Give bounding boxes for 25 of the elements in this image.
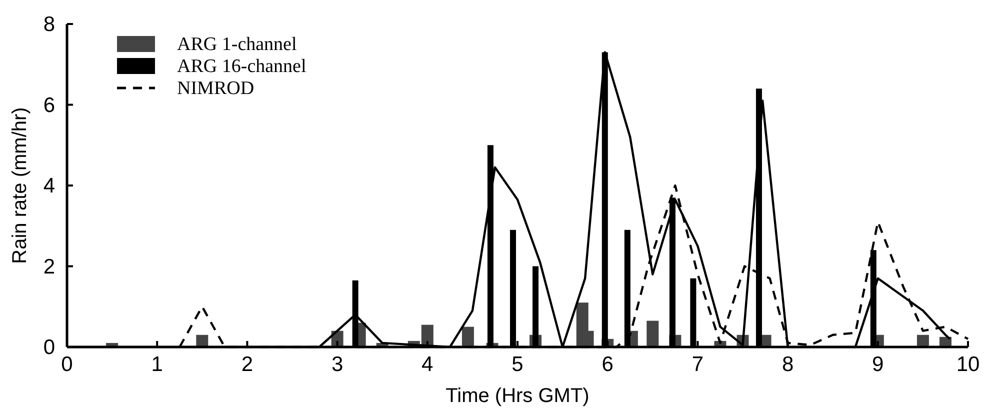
- x-axis-title: Time (Hrs GMT): [446, 385, 590, 407]
- y-tick-label: 8: [43, 13, 55, 36]
- bar: [916, 334, 929, 347]
- y-tick-label: 6: [43, 94, 55, 117]
- legend-label: ARG 1-channel: [177, 34, 297, 55]
- bar: [462, 326, 474, 347]
- x-tick-label: 5: [512, 353, 524, 376]
- legend-label: ARG 16-channel: [177, 56, 306, 77]
- x-tick-label: 2: [241, 353, 254, 376]
- y-tick-label: 4: [43, 174, 56, 198]
- x-tick-label: 9: [872, 353, 884, 376]
- x-tick-label: 4: [422, 353, 434, 376]
- y-tick-label: 2: [43, 255, 55, 278]
- x-tick-label: 7: [692, 353, 704, 376]
- y-tick-label: 0: [43, 336, 55, 359]
- y-axis-title: Rain rate (mm/hr): [9, 107, 31, 264]
- bar: [646, 320, 659, 347]
- bar: [196, 334, 208, 347]
- x-tick-label: 10: [956, 353, 980, 376]
- x-tick-label: 0: [61, 353, 73, 376]
- x-tick-label: 1: [151, 353, 163, 376]
- legend-label: NIMROD: [177, 78, 254, 99]
- x-tick-label: 8: [782, 353, 794, 376]
- x-tick-label: 3: [331, 353, 344, 376]
- x-tick-label: 6: [602, 353, 614, 376]
